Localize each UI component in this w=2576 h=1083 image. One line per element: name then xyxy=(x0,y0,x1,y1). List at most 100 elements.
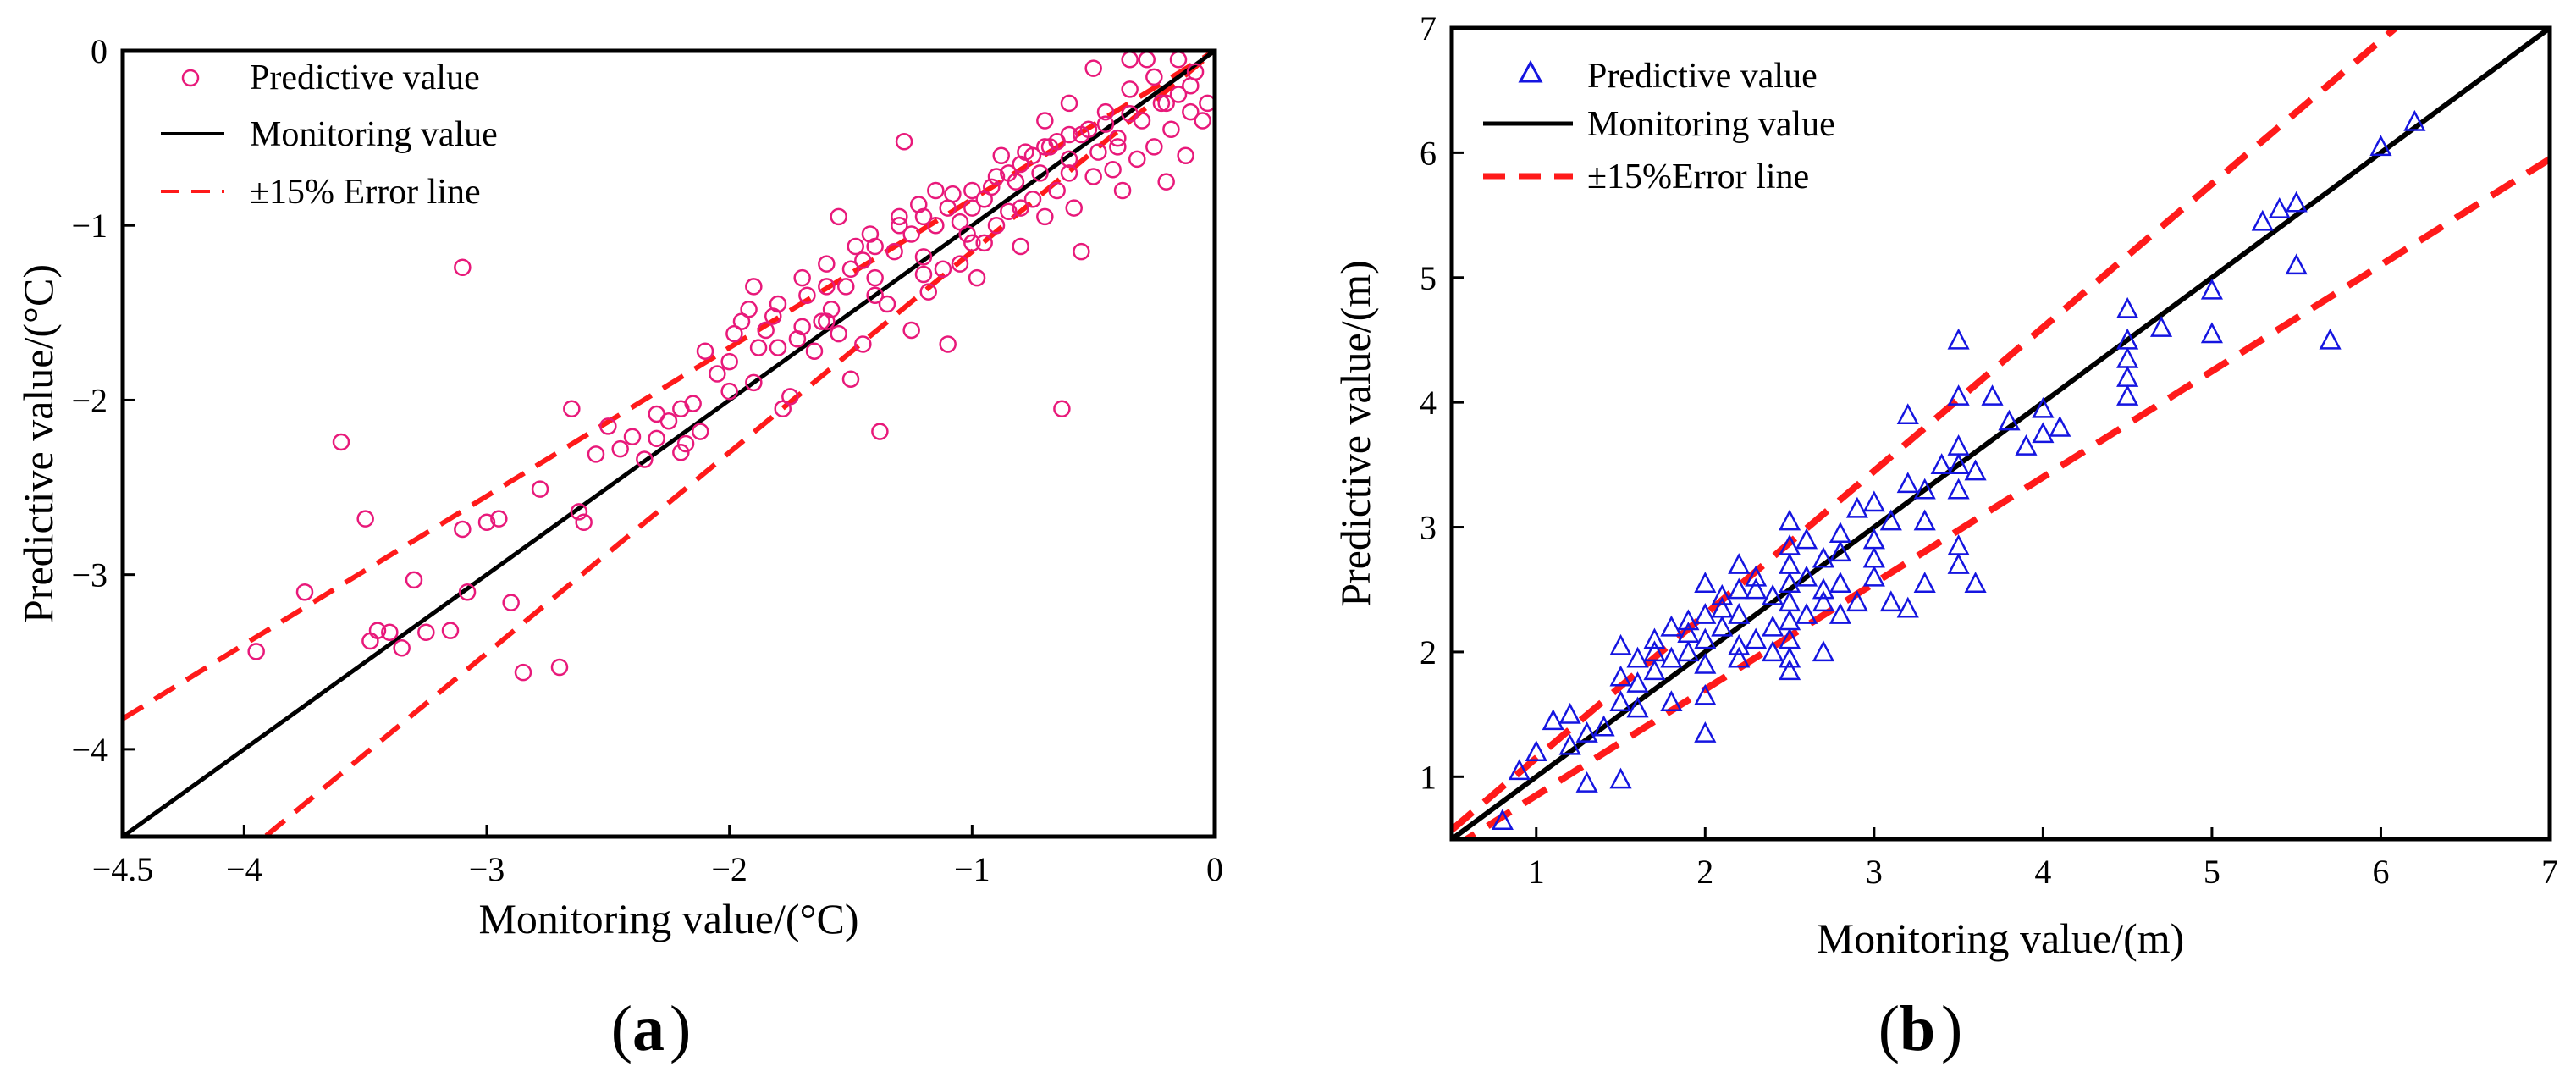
y-tick-label-a: −3 xyxy=(71,556,108,594)
data-point-a xyxy=(332,433,350,451)
data-point-b xyxy=(1694,603,1717,624)
data-point-a xyxy=(1036,207,1054,226)
data-point-b xyxy=(1930,453,1953,474)
data-point-b xyxy=(1677,622,1700,643)
data-point-a xyxy=(361,632,379,650)
data-point-b xyxy=(1575,771,1598,793)
data-point-b xyxy=(1947,384,1970,406)
data-point-a xyxy=(441,622,460,639)
legend-marker-predictive-a xyxy=(181,69,200,87)
data-point-a xyxy=(587,445,605,463)
data-point-b xyxy=(1762,583,1784,605)
data-point-a xyxy=(781,388,799,406)
x-tick-label-b: 6 xyxy=(2372,853,2389,891)
data-point-a xyxy=(676,434,695,453)
data-point-a xyxy=(1012,237,1029,256)
x-tick-label-a: −2 xyxy=(711,850,747,888)
data-point-b xyxy=(1711,596,1734,618)
data-point-a xyxy=(1036,112,1054,130)
data-point-a xyxy=(1036,138,1054,156)
data-point-b xyxy=(1711,615,1734,637)
data-point-b xyxy=(1626,671,1649,693)
data-point-a xyxy=(745,278,763,296)
data-point-a xyxy=(709,365,726,383)
data-point-b xyxy=(1508,759,1531,781)
legend-marker-predictive-b xyxy=(1518,59,1543,83)
data-point-b xyxy=(1779,659,1801,681)
x-tick-label-a: −4.5 xyxy=(92,850,154,888)
data-point-a xyxy=(1157,173,1175,191)
data-point-b xyxy=(1694,683,1717,705)
data-point-a xyxy=(393,639,411,657)
data-point-a xyxy=(895,132,913,151)
data-point-a xyxy=(648,429,665,448)
error-line-minus-a xyxy=(123,51,1215,721)
data-point-b xyxy=(1913,478,1936,500)
data-point-b xyxy=(1862,490,1885,512)
data-point-b xyxy=(1795,603,1818,624)
legend-label-predictive-b: Predictive value xyxy=(1587,57,1818,96)
data-point-a xyxy=(1121,51,1139,69)
legend-label-predictive-a: Predictive value xyxy=(250,58,480,97)
data-point-b xyxy=(1829,540,1852,562)
data-point-a xyxy=(295,583,314,601)
data-point-a xyxy=(684,395,702,412)
data-point-a xyxy=(757,321,775,340)
data-point-b xyxy=(1677,640,1700,662)
data-point-b xyxy=(2149,316,2173,337)
y-axis-title-b: Predictive value/(m) xyxy=(1332,260,1379,607)
svg-text:(: ( xyxy=(611,993,632,1064)
data-point-b xyxy=(1896,596,1919,618)
data-point-b xyxy=(1626,646,1649,668)
data-point-b xyxy=(1609,767,1632,789)
data-point-a xyxy=(854,251,872,269)
data-point-a xyxy=(368,622,387,639)
data-point-b xyxy=(1694,572,1717,594)
data-point-b xyxy=(1829,522,1852,544)
y-tick-label-b: 6 xyxy=(1420,134,1437,172)
data-point-a xyxy=(490,510,508,528)
data-point-a xyxy=(1073,242,1090,261)
data-point-a xyxy=(818,278,836,296)
data-point-a xyxy=(968,268,986,287)
scatter-points-a xyxy=(247,51,1215,682)
data-point-b xyxy=(2116,328,2139,350)
data-point-a xyxy=(417,623,435,641)
y-tick-label-b: 5 xyxy=(1420,259,1437,297)
data-point-a xyxy=(563,400,581,418)
data-point-b xyxy=(1795,528,1818,550)
data-point-b xyxy=(1879,509,1902,531)
data-point-b xyxy=(1558,733,1581,755)
data-point-a xyxy=(1109,138,1127,156)
data-point-a xyxy=(1073,125,1090,144)
y-tick-label-b: 1 xyxy=(1420,758,1437,796)
x-tick-label-a: −1 xyxy=(954,850,990,888)
data-point-b xyxy=(2200,322,2223,344)
panel-letter-a: a xyxy=(632,993,665,1064)
data-point-a xyxy=(1157,94,1175,113)
data-point-a xyxy=(745,373,763,392)
data-point-b xyxy=(1762,640,1784,662)
data-point-a xyxy=(454,258,472,276)
data-point-a xyxy=(963,234,981,252)
panel-letter-b: b xyxy=(1900,993,1935,1064)
data-point-a xyxy=(1113,181,1132,200)
data-point-a xyxy=(841,260,860,279)
data-point-b xyxy=(1829,603,1852,624)
legend-label-error-b: ±15%Error line xyxy=(1587,157,1809,196)
data-point-a xyxy=(902,225,920,243)
data-point-a xyxy=(854,335,872,353)
data-point-b xyxy=(2251,209,2274,231)
data-point-b xyxy=(1947,478,1970,500)
data-point-b xyxy=(1896,472,1919,494)
x-axis-title-a: Monitoring value/(°C) xyxy=(478,895,858,942)
data-point-a xyxy=(934,260,952,279)
data-point-a xyxy=(514,663,532,682)
data-point-b xyxy=(1745,627,1768,649)
data-point-b xyxy=(1609,633,1632,655)
x-tick-label-b: 2 xyxy=(1696,853,1713,891)
data-point-a xyxy=(914,265,933,284)
data-point-b xyxy=(1694,721,1717,743)
data-point-a xyxy=(1084,59,1102,77)
data-point-b xyxy=(2032,422,2055,444)
